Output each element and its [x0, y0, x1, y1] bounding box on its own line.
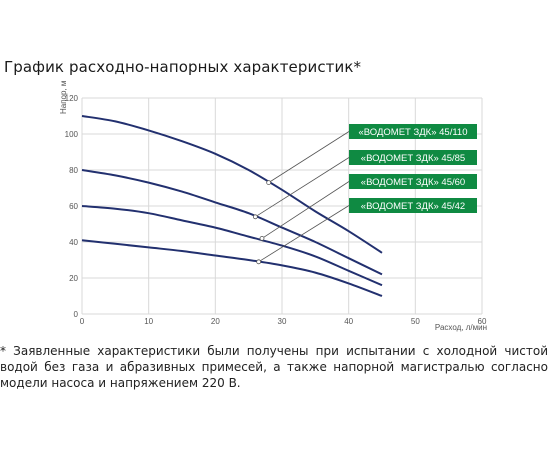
- leader-line: [255, 157, 350, 218]
- series-label-box: [349, 174, 477, 189]
- x-tick-label: 10: [144, 317, 153, 326]
- y-tick-label: 80: [69, 166, 78, 175]
- series-label: «ВОДОМЕТ ЗДК» 45/110: [359, 127, 468, 138]
- series-marker: [252, 214, 258, 220]
- y-tick-label: 0: [74, 310, 79, 319]
- x-tick-label: 0: [80, 317, 85, 326]
- series-line: [81, 239, 383, 297]
- y-axis-label: Напор, м: [59, 81, 68, 114]
- series-line: [81, 169, 383, 276]
- y-tick-label: 60: [69, 202, 78, 211]
- series-label: «ВОДОМЕТ ЗДК» 45/60: [361, 177, 465, 188]
- chart-title: График расходно-напорных характеристик*: [4, 58, 362, 76]
- series-label-box: [349, 150, 477, 165]
- series-curves: [81, 115, 383, 297]
- series-marker: [266, 180, 272, 186]
- x-tick-label: 30: [278, 317, 287, 326]
- pump-performance-chart: 0 10 20 30 40 50 60 0 20 40 60 80 100 120 «ВОДОМЕТ ЗД…: [59, 81, 487, 332]
- y-tick-label: 100: [65, 130, 79, 139]
- series-line: [81, 115, 383, 254]
- x-tick-label: 40: [344, 317, 353, 326]
- leader-line: [258, 205, 350, 263]
- series-label-box: [349, 198, 477, 213]
- series-marker: [256, 259, 262, 265]
- x-tick-label: 60: [478, 317, 487, 326]
- series-label: «ВОДОМЕТ ЗДК» 45/42: [361, 201, 465, 212]
- footnote: * Заявленные характеристики были получен…: [0, 344, 548, 390]
- y-tick-label: 20: [69, 274, 78, 283]
- x-tick-label: 50: [411, 317, 420, 326]
- axes: 0 10 20 30 40 50 60 0 20 40 60 80 100 120: [65, 94, 487, 326]
- series-label: «ВОДОМЕТ ЗДК» 45/85: [361, 153, 465, 164]
- series-marker: [259, 235, 265, 241]
- leader-line: [268, 131, 350, 183]
- series-label-box: [349, 124, 477, 139]
- series-line: [81, 205, 383, 287]
- series-labels: «ВОДОМЕТ ЗДК» 45/110 «ВОДОМЕТ ЗДК» 45/85 «…: [252, 124, 477, 265]
- y-tick-label: 120: [65, 94, 79, 103]
- leader-line: [261, 181, 350, 239]
- y-tick-label: 40: [69, 238, 78, 247]
- x-tick-label: 20: [211, 317, 220, 326]
- x-axis-label: Расход, л/мин: [435, 323, 487, 332]
